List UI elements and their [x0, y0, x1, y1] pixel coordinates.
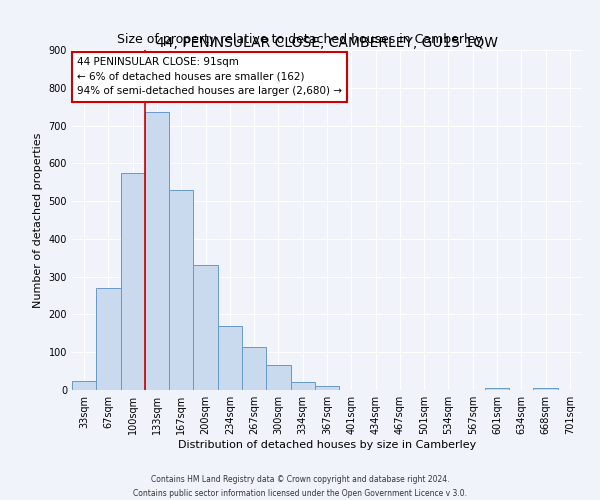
Bar [242, 346, 266, 390]
Bar [485, 388, 509, 390]
Bar [145, 112, 169, 390]
Bar [266, 366, 290, 390]
Bar [169, 190, 193, 390]
Bar [218, 326, 242, 390]
Bar [315, 386, 339, 390]
Text: Size of property relative to detached houses in Camberley: Size of property relative to detached ho… [117, 32, 483, 46]
X-axis label: Distribution of detached houses by size in Camberley: Distribution of detached houses by size … [178, 440, 476, 450]
Bar [193, 266, 218, 390]
Text: Contains HM Land Registry data © Crown copyright and database right 2024.
Contai: Contains HM Land Registry data © Crown c… [133, 476, 467, 498]
Bar [72, 380, 96, 390]
Y-axis label: Number of detached properties: Number of detached properties [33, 132, 43, 308]
Text: 44 PENINSULAR CLOSE: 91sqm
← 6% of detached houses are smaller (162)
94% of semi: 44 PENINSULAR CLOSE: 91sqm ← 6% of detac… [77, 57, 342, 96]
Bar [121, 173, 145, 390]
Bar [96, 288, 121, 390]
Bar [290, 382, 315, 390]
Bar [533, 388, 558, 390]
Title: 44, PENINSULAR CLOSE, CAMBERLEY, GU15 1QW: 44, PENINSULAR CLOSE, CAMBERLEY, GU15 1Q… [156, 36, 498, 50]
